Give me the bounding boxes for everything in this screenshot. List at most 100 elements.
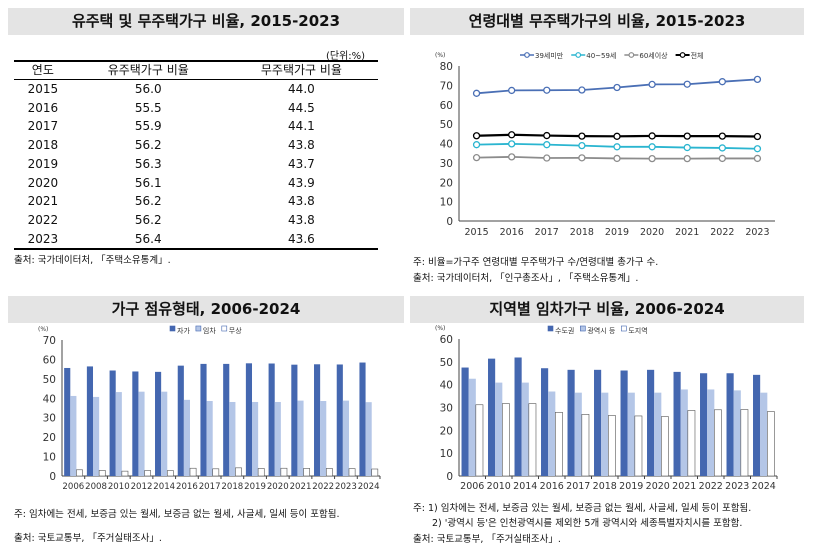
- panel3-source: 출처: 국토교통부, 「주거실태조사」.: [14, 533, 162, 544]
- data-point: [718, 78, 726, 86]
- bar: [700, 373, 708, 476]
- bar: [661, 416, 669, 477]
- y-unit-label: (%): [435, 52, 445, 59]
- legend-label: 39세미만: [535, 51, 564, 60]
- data-point: [613, 143, 621, 151]
- bar: [70, 395, 77, 476]
- bar: [475, 404, 484, 477]
- table-cell: 55.5: [134, 100, 162, 115]
- x-tick-label: 2008: [85, 482, 107, 492]
- x-tick-label: 2016: [500, 227, 524, 238]
- panel4-title: 지역별 임차가구 비율, 2006-2024: [410, 296, 804, 323]
- table-row: 2018 56.2 43.8: [14, 136, 378, 155]
- y-tick-label: 50: [43, 374, 56, 386]
- bar: [767, 411, 775, 477]
- data-point: [753, 75, 762, 84]
- table-cell: 2015: [27, 82, 59, 96]
- bar: [297, 400, 304, 476]
- y-tick-label: 80: [440, 61, 453, 73]
- bar: [654, 392, 662, 476]
- bar: [541, 368, 549, 476]
- y-tick-label: 20: [440, 177, 453, 189]
- x-tick-label: 2020: [640, 227, 664, 238]
- y-tick-label: 40: [440, 139, 453, 151]
- legend-label: 60세이상: [639, 51, 668, 60]
- data-point: [543, 141, 551, 149]
- table-row: 2022 56.2 43.8: [14, 211, 378, 230]
- legend-label: 임차: [203, 326, 216, 335]
- y-tick-label: 0: [49, 471, 56, 483]
- x-tick-label: 2019: [605, 227, 629, 238]
- bar: [280, 467, 288, 477]
- bar: [245, 363, 253, 476]
- bar: [183, 399, 190, 476]
- table-cell: 2018: [27, 138, 59, 153]
- bar: [325, 468, 333, 477]
- y-tick-label: 40: [43, 393, 56, 405]
- bar: [342, 400, 349, 476]
- table-cell: 56.2: [134, 194, 162, 209]
- x-tick-label: 2021: [672, 481, 696, 492]
- x-tick-label: 2018: [221, 482, 243, 492]
- bar: [608, 415, 616, 477]
- table-cell: 2021: [27, 194, 59, 209]
- table-header: 무주택가구 비율: [224, 60, 378, 80]
- x-tick-label: 2006: [62, 482, 84, 492]
- y-unit-label: (%): [435, 325, 445, 332]
- bar: [155, 371, 162, 476]
- data-point: [648, 143, 656, 151]
- panel3-title: 가구 점유형태, 2006-2024: [8, 296, 404, 323]
- data-point: [753, 145, 762, 153]
- y-tick-label: 70: [43, 335, 56, 347]
- panel4-source: 출처: 국토교통부, 「주거실태조사」.: [413, 534, 561, 545]
- x-tick-label: 2023: [745, 227, 769, 238]
- data-point: [508, 140, 516, 148]
- bar: [461, 367, 469, 476]
- bar: [620, 370, 628, 476]
- legend-label: 40~59세: [586, 51, 616, 60]
- bar: [348, 468, 356, 477]
- panel1-title: 유주택 및 무주택가구 비율, 2015-2023: [8, 8, 404, 35]
- bar: [714, 409, 722, 477]
- data-point: [683, 80, 691, 88]
- y-tick-label: 40: [440, 380, 453, 392]
- bar: [336, 364, 343, 476]
- x-tick-label: 2017: [199, 482, 221, 492]
- table-row: 2015 56.0 44.0: [14, 80, 378, 99]
- data-point: [543, 131, 551, 140]
- data-point: [613, 132, 621, 140]
- table-cell: 43.8: [288, 138, 315, 153]
- x-tick-label: 2024: [752, 481, 776, 492]
- legend-marker: [575, 52, 582, 58]
- data-point: [613, 83, 621, 92]
- data-point: [578, 141, 586, 150]
- x-tick-label: 2016: [176, 482, 198, 492]
- bar: [707, 389, 715, 476]
- panel2-note: 주: 비율=가구주 연령대별 무주택가구 수/연령대별 총가구 수.: [413, 257, 659, 268]
- x-tick-label: 2018: [593, 481, 617, 492]
- legend-swatch: [580, 325, 586, 332]
- legend-label: 광역시 등: [587, 326, 616, 335]
- y-tick-label: 10: [440, 448, 453, 460]
- bar: [521, 382, 529, 476]
- bar: [760, 392, 768, 476]
- data-point: [578, 154, 586, 162]
- table-cell: 43.7: [288, 156, 315, 171]
- bar: [212, 468, 220, 477]
- x-tick-label: 2023: [335, 482, 357, 492]
- x-tick-label: 2021: [290, 482, 312, 492]
- x-tick-label: 2014: [153, 482, 175, 492]
- table-row: 2021 56.2 43.8: [14, 192, 378, 211]
- x-tick-label: 2019: [244, 482, 266, 492]
- data-point: [648, 154, 656, 163]
- x-tick-label: 2024: [358, 482, 380, 492]
- data-point: [508, 153, 516, 161]
- legend-label: 전체: [691, 51, 704, 60]
- table-cell: 44.0: [288, 82, 315, 96]
- bar: [365, 402, 372, 476]
- y-tick-label: 0: [446, 216, 453, 228]
- bar: [555, 411, 563, 477]
- bar: [634, 415, 643, 477]
- table-cell: 2017: [27, 119, 59, 134]
